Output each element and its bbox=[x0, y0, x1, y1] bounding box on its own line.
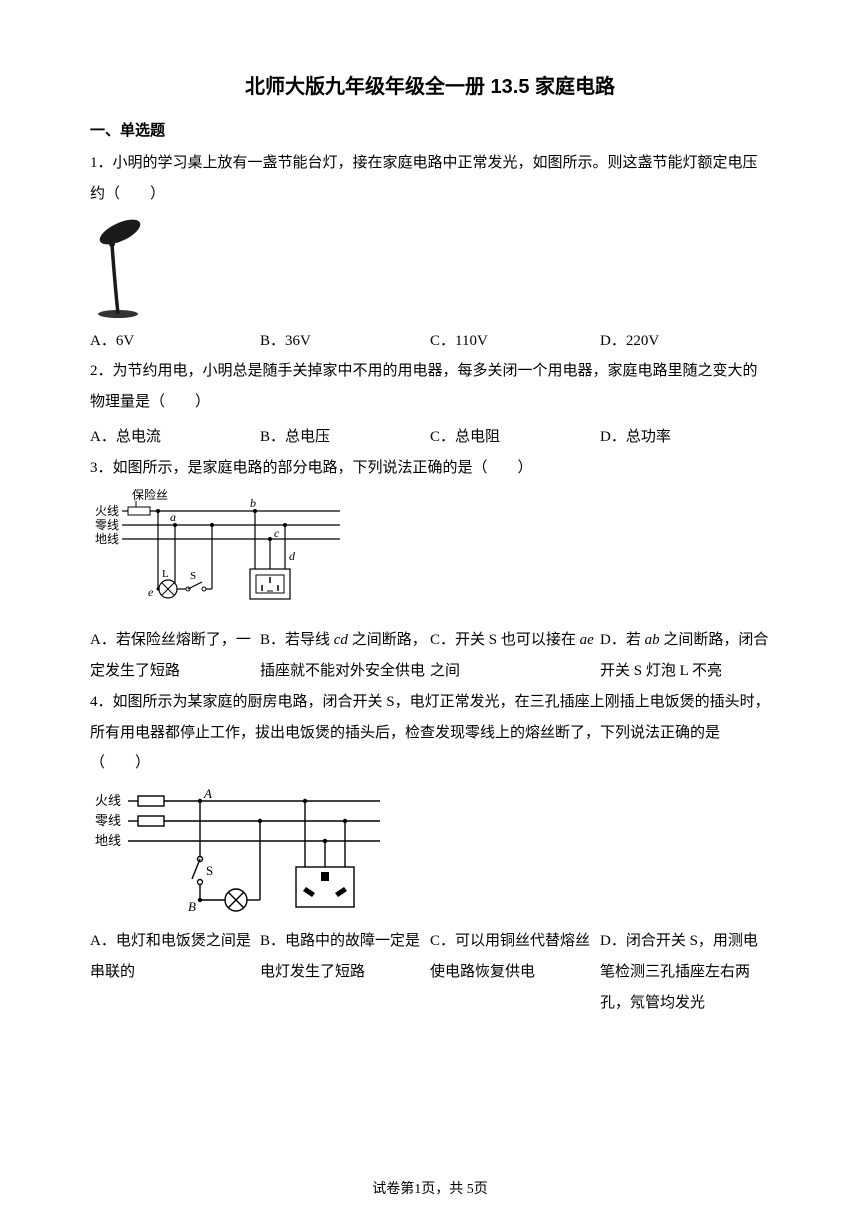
q2-options: A．总电流 B．总电压 C．总电阻 D．总功率 bbox=[90, 422, 770, 453]
q2-optD: D．总功率 bbox=[600, 422, 770, 453]
q4-optB: B．电路中的故障一定是电灯发生了短路 bbox=[260, 926, 430, 1018]
q4-circuit-diagram: 火线 零线 地线 A S B bbox=[90, 785, 770, 920]
q3-S-label: S bbox=[190, 570, 196, 582]
q4-text: 4．如图所示为某家庭的厨房电路，闭合开关 S，电灯正常发光，在三孔插座上刚插上电… bbox=[90, 687, 770, 779]
q3-optB: B．若导线 cd 之间断路，插座就不能对外安全供电 bbox=[260, 625, 430, 687]
q1-lamp-image bbox=[90, 214, 770, 324]
q3-a-label: a bbox=[170, 510, 176, 524]
q2-optA: A．总电流 bbox=[90, 422, 260, 453]
q4-options: A．电灯和电饭煲之间是串联的 B．电路中的故障一定是电灯发生了短路 C．可以用铜… bbox=[90, 926, 770, 1018]
q3-c-label: c bbox=[274, 526, 280, 540]
q3-live-label: 火线 bbox=[95, 504, 119, 518]
q1-optB: B．36V bbox=[260, 326, 430, 357]
q2-optB: B．总电压 bbox=[260, 422, 430, 453]
q4-B-label: B bbox=[188, 899, 196, 914]
section-header: 一、单选题 bbox=[90, 119, 770, 140]
q3-b-label: b bbox=[250, 496, 256, 510]
q3-optC: C．开关 S 也可以接在 ae 之间 bbox=[430, 625, 600, 687]
q3-circuit-diagram: 保险丝 火线 零线 地线 a b L e S bbox=[90, 489, 770, 619]
q3-optA: A．若保险丝熔断了，一定发生了短路 bbox=[90, 625, 260, 687]
q4-live-label: 火线 bbox=[95, 793, 121, 808]
q4-neutral-label: 零线 bbox=[95, 813, 121, 828]
q2-text: 2．为节约用电，小明总是随手关掉家中不用的用电器，每多关闭一个用电器，家庭电路里… bbox=[90, 356, 770, 418]
q2-optC: C．总电阻 bbox=[430, 422, 600, 453]
q4-A-label: A bbox=[203, 786, 212, 801]
q4-ground-label: 地线 bbox=[95, 833, 121, 848]
q3-ground-label: 地线 bbox=[95, 532, 119, 546]
q1-optD: D．220V bbox=[600, 326, 770, 357]
q3-fuse-label: 保险丝 bbox=[132, 489, 168, 502]
q3-options: A．若保险丝熔断了，一定发生了短路 B．若导线 cd 之间断路，插座就不能对外安… bbox=[90, 625, 770, 687]
q4-optD: D．闭合开关 S，用测电笔检测三孔插座左右两孔，氖管均发光 bbox=[600, 926, 770, 1018]
q1-optA: A．6V bbox=[90, 326, 260, 357]
q3-e-label: e bbox=[148, 585, 154, 599]
page-title: 北师大版九年级年级全一册 13.5 家庭电路 bbox=[90, 70, 770, 99]
q1-optC: C．110V bbox=[430, 326, 600, 357]
q3-optD: D．若 ab 之间断路，闭合开关 S 灯泡 L 不亮 bbox=[600, 625, 770, 687]
q1-text: 1．小明的学习桌上放有一盏节能台灯，接在家庭电路中正常发光，如图所示。则这盏节能… bbox=[90, 148, 770, 210]
q1-options: A．6V B．36V C．110V D．220V bbox=[90, 326, 770, 357]
q4-optA: A．电灯和电饭煲之间是串联的 bbox=[90, 926, 260, 1018]
q3-L-label: L bbox=[162, 568, 169, 580]
q3-neutral-label: 零线 bbox=[95, 518, 119, 532]
q4-optC: C．可以用铜丝代替熔丝使电路恢复供电 bbox=[430, 926, 600, 1018]
page-footer: 试卷第1页，共 5页 bbox=[0, 1178, 860, 1198]
q3-text: 3．如图所示，是家庭电路的部分电路，下列说法正确的是（ ） bbox=[90, 453, 770, 484]
q4-S-label: S bbox=[206, 863, 213, 878]
q3-d-label: d bbox=[289, 549, 296, 563]
